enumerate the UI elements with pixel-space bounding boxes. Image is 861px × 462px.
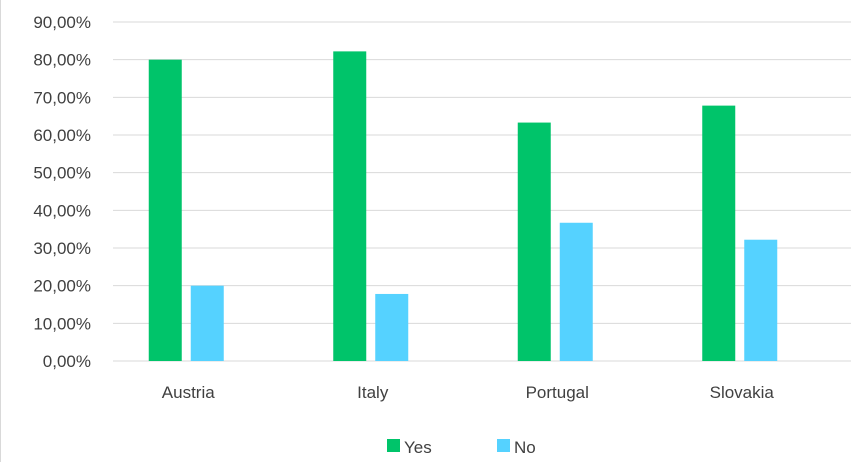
legend-swatch-no <box>497 439 510 452</box>
y-tick-label: 60,00% <box>33 126 91 145</box>
bar-yes-slovakia <box>702 106 735 361</box>
y-tick-label: 0,00% <box>43 352 91 371</box>
bar-yes-italy <box>333 51 366 361</box>
bar-no-portugal <box>560 223 593 361</box>
y-tick-label: 50,00% <box>33 164 91 183</box>
x-category-label: Austria <box>162 383 215 402</box>
bar-yes-austria <box>149 60 182 361</box>
y-tick-label: 40,00% <box>33 201 91 220</box>
bar-no-italy <box>375 294 408 361</box>
y-tick-label: 30,00% <box>33 239 91 258</box>
y-tick-label: 90,00% <box>33 13 91 32</box>
bar-no-slovakia <box>744 240 777 361</box>
y-tick-label: 80,00% <box>33 51 91 70</box>
x-category-label: Portugal <box>526 383 589 402</box>
y-tick-label: 70,00% <box>33 88 91 107</box>
legend-label-yes: Yes <box>404 438 432 457</box>
y-axis-ticks: 0,00% 10,00% 20,00% 30,00% 40,00% 50,00% 60,00… <box>33 13 91 371</box>
legend: Yes No <box>387 438 536 457</box>
y-tick-label: 20,00% <box>33 277 91 296</box>
bar-yes-portugal <box>518 123 551 361</box>
legend-swatch-yes <box>387 439 400 452</box>
bar-no-austria <box>191 286 224 361</box>
x-category-label: Slovakia <box>710 383 775 402</box>
x-axis-categories: Austria Italy Portugal Slovakia <box>162 383 775 402</box>
x-category-label: Italy <box>357 383 389 402</box>
legend-label-no: No <box>514 438 536 457</box>
y-tick-label: 10,00% <box>33 314 91 333</box>
